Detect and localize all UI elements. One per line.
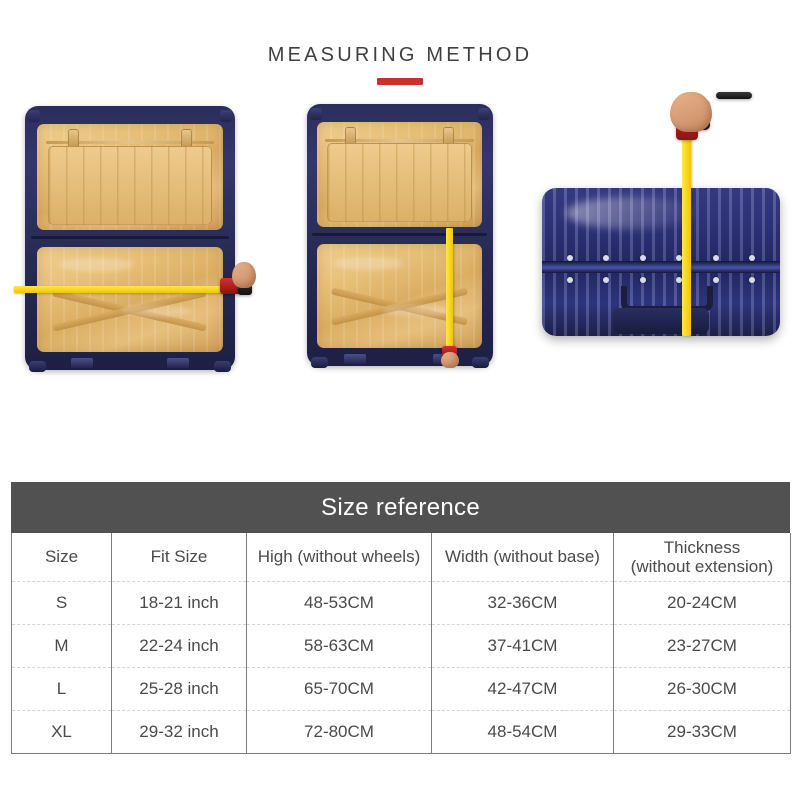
cell-fit: 29-32 inch [111, 710, 247, 754]
suitcase-lid-lining [316, 122, 483, 228]
rivet [639, 276, 646, 283]
cell-high: 72-80CM [246, 710, 432, 754]
cell-width: 37-41CM [431, 624, 614, 668]
cell-size: S [11, 581, 112, 625]
cell-size: L [11, 667, 112, 711]
size-table: Size Fit Size High (without wheels) Widt… [11, 533, 791, 754]
page-title-block: MEASURING METHOD [0, 44, 800, 85]
rivet [676, 254, 683, 261]
table-row: M 22-24 inch 58-63CM 37-41CM 23-27CM [11, 624, 791, 668]
rivet [603, 276, 610, 283]
suitcase-base-lining [36, 247, 224, 352]
suitcase-lid-lining [36, 124, 224, 231]
suitcase-wheel [471, 357, 489, 368]
lid-mesh-pocket [326, 143, 473, 222]
case-latch [71, 358, 94, 368]
rivet [639, 254, 646, 261]
fabric-crease [58, 257, 134, 273]
tape-measure-vertical [446, 228, 453, 352]
lid-mesh-pocket [47, 145, 213, 225]
cell-high: 48-53CM [246, 581, 432, 625]
table-row: S 18-21 inch 48-53CM 32-36CM 20-24CM [11, 581, 791, 625]
case-corner [220, 110, 232, 122]
zipper-pull-tab [180, 128, 192, 148]
rivet [749, 276, 756, 283]
rivet [712, 276, 719, 283]
fabric-crease [382, 304, 450, 317]
zipper-pull-tab [68, 128, 80, 148]
tape-measure-vertical [682, 128, 691, 336]
cell-thickness: 26-30CM [613, 667, 791, 711]
col-header-high: High (without wheels) [246, 533, 432, 582]
cell-width: 32-36CM [431, 581, 614, 625]
cell-thickness: 20-24CM [613, 581, 791, 625]
fabric-crease [120, 304, 192, 318]
size-reference-table: Size reference Size Fit Size High (witho… [11, 482, 791, 754]
title-underline-rule [377, 78, 423, 85]
cell-high: 58-63CM [246, 624, 432, 668]
suitcase-wheel [214, 361, 231, 372]
case-latch [343, 354, 366, 364]
lid-zipper [324, 139, 475, 143]
table-title: Size reference [11, 482, 790, 533]
trolley-handle-housing [613, 308, 709, 334]
hand [232, 262, 256, 288]
table-row: XL 29-32 inch 72-80CM 48-54CM 29-33CM [11, 710, 791, 754]
col-header-size: Size [11, 533, 112, 582]
rivet [676, 276, 683, 283]
col-header-thickness-line1: Thickness [663, 537, 741, 557]
col-header-thickness: Thickness (without extension) [613, 533, 791, 582]
case-corner [477, 108, 490, 120]
rivet [603, 254, 610, 261]
rivet [566, 276, 573, 283]
col-header-width: Width (without base) [431, 533, 614, 582]
page-title: MEASURING METHOD [267, 44, 533, 66]
fabric-crease [333, 256, 403, 270]
col-header-thickness-line2: (without extension) [630, 557, 774, 576]
gloss-highlight [565, 196, 697, 230]
suitcase-wheel [29, 361, 46, 372]
table-row: L 25-28 inch 65-70CM 42-47CM 26-30CM [11, 667, 791, 711]
photo-closed-suitcase-thickness [530, 88, 798, 388]
cell-fit: 22-24 inch [111, 624, 247, 668]
rivet-row [552, 254, 771, 261]
suitcase-wheel [310, 357, 328, 368]
suitcase-open-1 [25, 106, 235, 372]
cell-thickness: 23-27CM [613, 624, 791, 668]
suitcase-shell-closed [542, 188, 780, 336]
case-latch [166, 358, 189, 368]
hand [441, 352, 459, 368]
rivet [712, 254, 719, 261]
rivet [749, 254, 756, 261]
col-header-fit-size: Fit Size [111, 533, 247, 582]
photo-open-suitcase-height [296, 88, 521, 388]
cell-fit: 18-21 inch [111, 581, 247, 625]
rivet-row [552, 276, 771, 283]
table-header-row: Size Fit Size High (without wheels) Widt… [11, 533, 791, 582]
rivet [566, 254, 573, 261]
cell-width: 48-54CM [431, 710, 614, 754]
hand [670, 92, 712, 132]
cell-size: XL [11, 710, 112, 754]
photo-strip [0, 88, 800, 388]
wrist-strap [716, 92, 752, 99]
cell-thickness: 29-33CM [613, 710, 791, 754]
tape-measure-horizontal [14, 286, 230, 293]
suitcase-closed [542, 188, 780, 336]
cell-fit: 25-28 inch [111, 667, 247, 711]
lid-zipper [45, 141, 215, 145]
cell-width: 42-47CM [431, 667, 614, 711]
cell-high: 65-70CM [246, 667, 432, 711]
case-corner [309, 108, 322, 120]
cell-size: M [11, 624, 112, 668]
suitcase-open-2 [306, 104, 493, 368]
photo-open-suitcase-width [6, 88, 256, 388]
case-corner [28, 110, 40, 122]
suitcase-base-lining [316, 244, 483, 348]
